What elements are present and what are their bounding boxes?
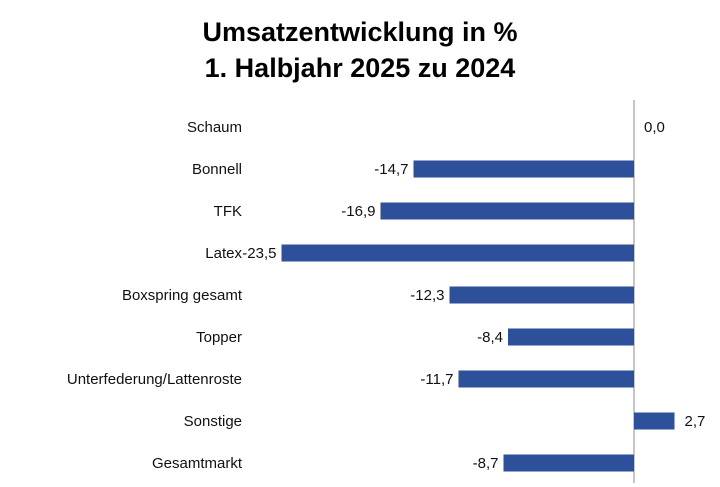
bar [281, 244, 634, 262]
labels-layer: Schaum 0,0 Bonnell -14,7 TFK -16,9 Latex -23,5 B… [67, 119, 705, 472]
bar [380, 202, 634, 220]
data-label: -11,7 [420, 371, 453, 388]
category-label: Schaum [187, 119, 242, 136]
category-label: Gesamtmarkt [152, 455, 243, 472]
bar [458, 370, 634, 388]
category-label: Sonstige [184, 413, 242, 430]
data-label: -14,7 [374, 161, 408, 178]
bar [508, 328, 634, 346]
chart-title-block: Umsatzentwicklung in % 1. Halbjahr 2025 … [0, 14, 720, 86]
bar [634, 412, 675, 430]
data-label: 0,0 [644, 119, 665, 136]
category-label: Boxspring gesamt [122, 287, 243, 304]
data-label: -23,5 [242, 245, 276, 262]
chart-subtitle: 1. Halbjahr 2025 zu 2024 [204, 53, 516, 83]
category-label: Latex [205, 245, 242, 262]
category-label: Bonnell [192, 161, 242, 178]
data-label: 2,7 [685, 413, 706, 430]
data-label: -8,7 [473, 455, 499, 472]
bar [413, 160, 634, 178]
chart-title: Umsatzentwicklung in % [202, 17, 518, 47]
bar [449, 286, 634, 304]
bars-layer [281, 100, 675, 483]
bar [503, 454, 634, 472]
category-label: TFK [214, 203, 242, 220]
data-label: -12,3 [410, 287, 444, 304]
category-label: Topper [196, 329, 242, 346]
category-label: Unterfederung/Lattenroste [67, 371, 242, 388]
data-label: -8,4 [477, 329, 503, 346]
data-label: -16,9 [341, 203, 375, 220]
